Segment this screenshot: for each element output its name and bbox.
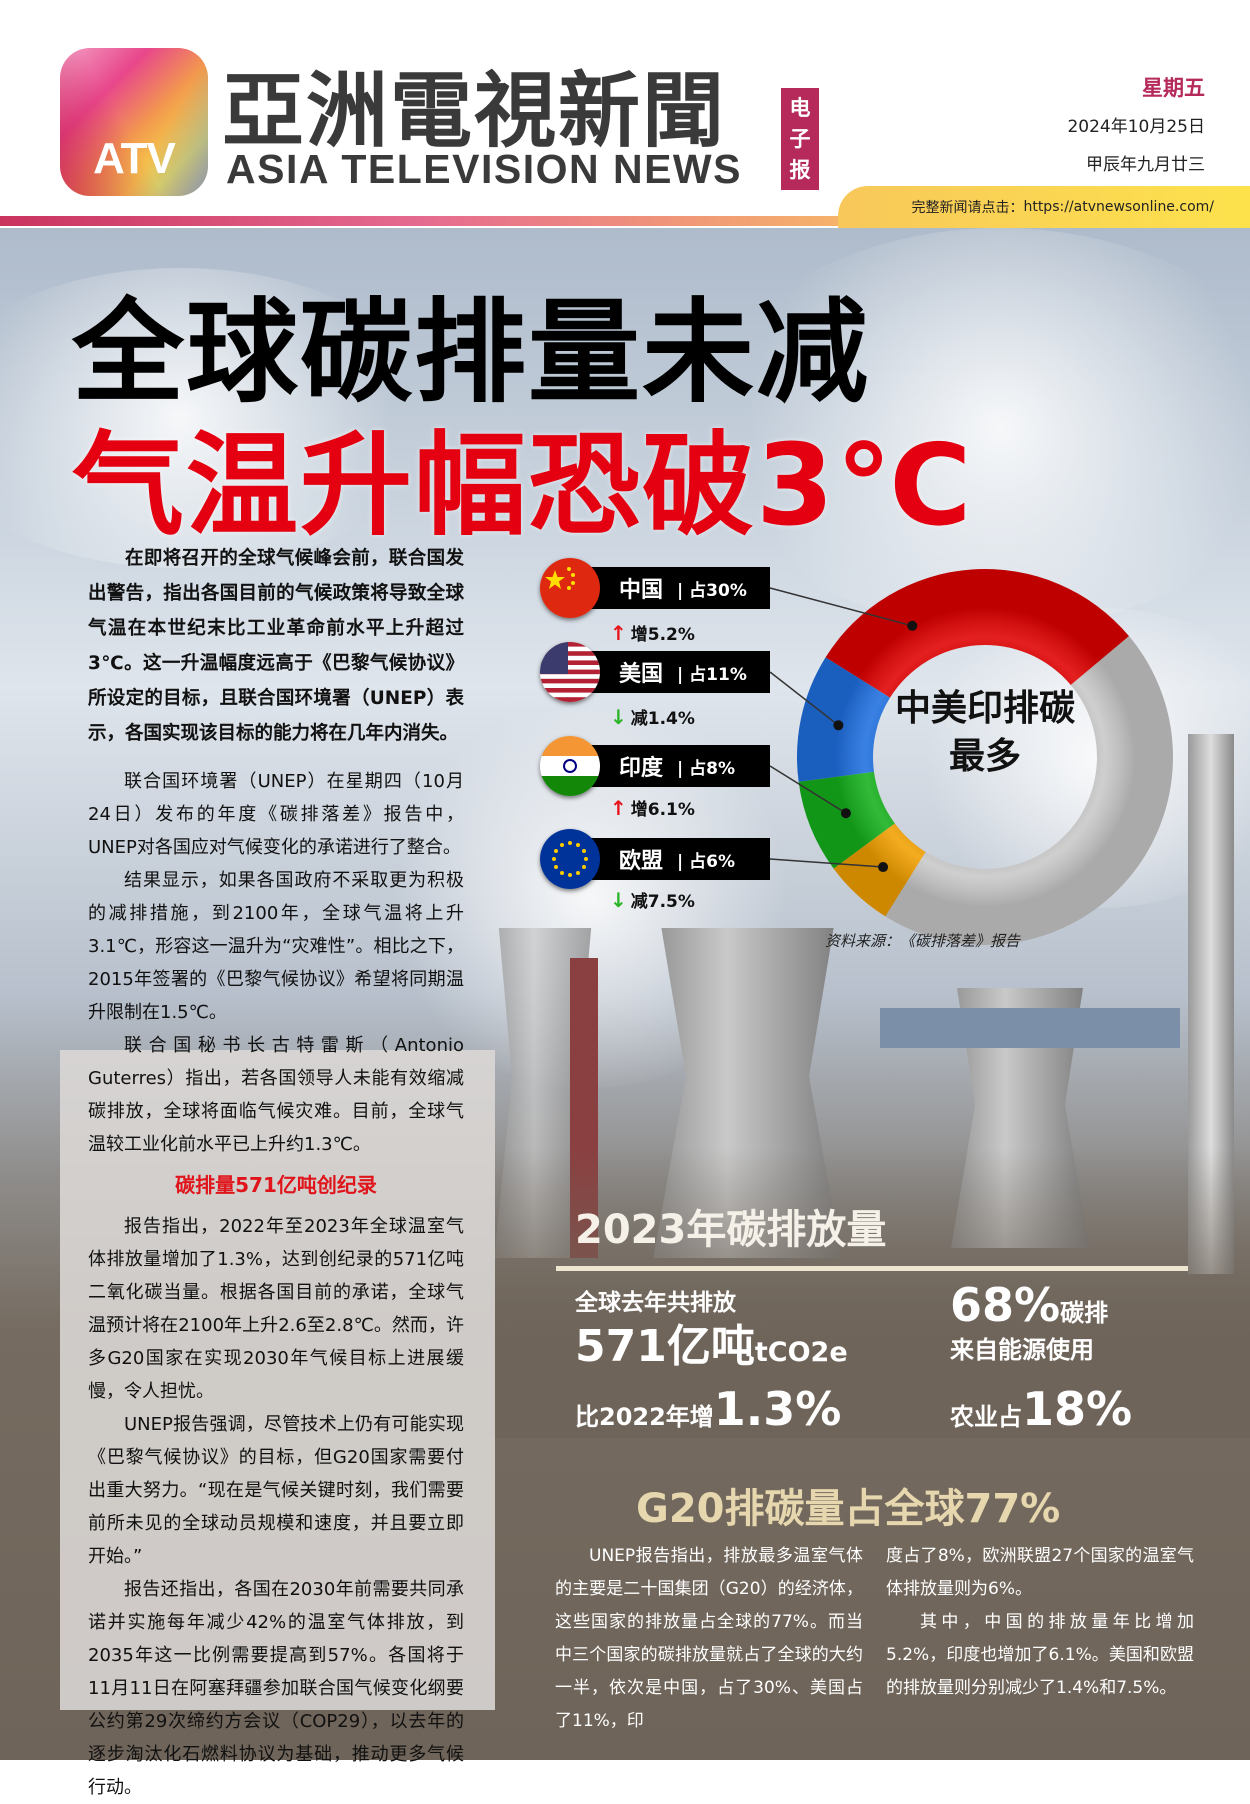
article-body: 在即将召开的全球气候峰会前，联合国发出警告，指出各国目前的气候政策将导致全球气温… (88, 541, 464, 1804)
label-usa: 美国 | 占11% (540, 642, 770, 702)
paragraph: 联合国秘书长古特雷斯（Antonio Guterres）指出，若各国领导人未能有… (88, 1035, 464, 1155)
leader-line (769, 858, 884, 868)
e-paper-badge: 电 子 报 (781, 88, 819, 190)
lunar-date: 甲辰年九月廿三 (1086, 155, 1205, 175)
change-eu: ↓ 减7.5% (610, 887, 695, 913)
leader-dot (907, 620, 918, 631)
arrow-down-icon: ↓ (610, 704, 627, 729)
paragraph: 其中，中国的排放量年比增加5.2%，印度也增加了6.1%。美国和欧盟的排放量则分… (886, 1612, 1194, 1698)
donut-center-title: 中美印排碳最多 (895, 688, 1076, 777)
arrow-up-icon: ↑ (610, 795, 627, 820)
logo-text: ATV (93, 134, 176, 183)
g20-column-2: 度占了8%，欧洲联盟27个国家的温室气体排放量则为6%。 其中，中国的排放量年比… (886, 1540, 1194, 1705)
country-name: 欧盟 (619, 849, 664, 874)
country-name: 印度 (619, 756, 664, 781)
link-label: 完整新闻请点击： (911, 200, 1024, 216)
site-link[interactable]: https://atvnewsonline.com/ (1023, 199, 1214, 215)
masthead-title-en: ASIA TELEVISION NEWS (226, 146, 742, 192)
arrow-up-icon: ↑ (610, 620, 627, 645)
leader-line (769, 587, 913, 627)
emissions-donut-chart: 中国 | 占30% ↑ 增5.2% 美国 | 占11% ↓ 减1.4% 印度 | 占… (540, 550, 1180, 970)
share-label: | 占11% (677, 664, 747, 685)
leader-dot (878, 862, 889, 873)
label-china: 中国 | 占30% (540, 558, 770, 618)
badge-char: 报 (789, 157, 811, 182)
g20-column-1: UNEP报告指出，排放最多温室气体的主要是二十国集团（G20）的经济体，这些国家… (555, 1540, 863, 1738)
china-flag-icon (540, 558, 600, 618)
headline-line2: 气温升幅恐破3℃ (72, 421, 974, 551)
paragraph: UNEP报告指出，排放最多温室气体的主要是二十国集团（G20）的经济体，这些国家… (555, 1546, 863, 1731)
share-label: | 占6% (677, 851, 736, 872)
subheading: 碳排量571亿吨创纪录 (175, 1173, 377, 1197)
chart-source: 资料来源：《碳排落差》报告 (825, 932, 1021, 950)
stats-title: 2023年碳排放量 (575, 1207, 887, 1253)
masthead: ATV 亞洲電視新聞 ASIA TELEVISION NEWS 电 子 报 星期… (0, 0, 1250, 228)
energy-stat: 68%碳排 (950, 1278, 1109, 1332)
date: 2024年10月25日 (1067, 117, 1205, 137)
background-photo (0, 228, 1250, 1760)
growth-stat: 比2022年增1.3% (575, 1382, 842, 1436)
change-india: ↑ 增6.1% (610, 795, 695, 821)
share-label: | 占30% (677, 580, 747, 601)
total-label: 全球去年共排放 (575, 1290, 736, 1316)
paragraph: UNEP报告强调，尽管技术上仍有可能实现《巴黎气候协议》的目标，但G20国家需要… (88, 1414, 464, 1567)
badge-char: 子 (789, 126, 811, 151)
paragraph: 联合国环境署（UNEP）在星期四（10月24日）发布的年度《碳排落差》报告中，U… (88, 771, 464, 858)
atv-logo: ATV (60, 48, 208, 196)
lead-paragraph: 在即将召开的全球气候峰会前，联合国发出警告，指出各国目前的气候政策将导致全球气温… (88, 548, 464, 744)
donut-svg (769, 569, 1173, 945)
usa-flag-icon (540, 642, 600, 702)
headline-line1: 全球碳排量未减 (72, 288, 870, 418)
weekday: 星期五 (1142, 76, 1205, 100)
country-name: 美国 (619, 662, 664, 687)
text-panel (60, 1050, 495, 1710)
leader-line (769, 765, 847, 814)
paragraph: 报告指出，2022年至2023年全球温室气体排放量增加了1.3%，达到创纪录的5… (88, 1216, 464, 1402)
leader-line (769, 671, 839, 726)
label-eu: 欧盟 | 占6% (540, 829, 770, 889)
total-value: 571亿吨tCO2e (575, 1321, 848, 1372)
paragraph: 报告还指出，各国在2030年前需要共同承诺并实施每年减少42%的温室气体排放，到… (88, 1579, 464, 1798)
paragraph: 结果显示，如果各国政府不采取更为积极的减排措施，到2100年，全球气温将上升3.… (88, 870, 464, 1023)
country-name: 中国 (619, 578, 664, 603)
link-bar: 完整新闻请点击： https://atvnewsonline.com/ (838, 186, 1250, 228)
energy-label: 来自能源使用 (950, 1336, 1094, 1364)
change-usa: ↓ 减1.4% (610, 704, 695, 730)
g20-heading: G20排碳量占全球77% (636, 1486, 1061, 1532)
share-label: | 占8% (677, 758, 736, 779)
paragraph: 度占了8%，欧洲联盟27个国家的温室气体排放量则为6%。 (886, 1546, 1194, 1599)
label-india: 印度 | 占8% (540, 736, 770, 796)
stats-divider (556, 1266, 1188, 1271)
donut-shading (797, 569, 1173, 945)
eu-flag-icon (540, 829, 600, 889)
change-china: ↑ 增5.2% (610, 620, 695, 646)
agriculture-stat: 农业占18% (950, 1382, 1133, 1436)
leader-dot (840, 808, 851, 819)
leader-dot (833, 720, 844, 731)
arrow-down-icon: ↓ (610, 887, 627, 912)
badge-char: 电 (789, 95, 811, 120)
header-stripe (0, 216, 840, 226)
india-flag-icon (540, 736, 600, 796)
masthead-title-cn: 亞洲電視新聞 (222, 64, 727, 159)
